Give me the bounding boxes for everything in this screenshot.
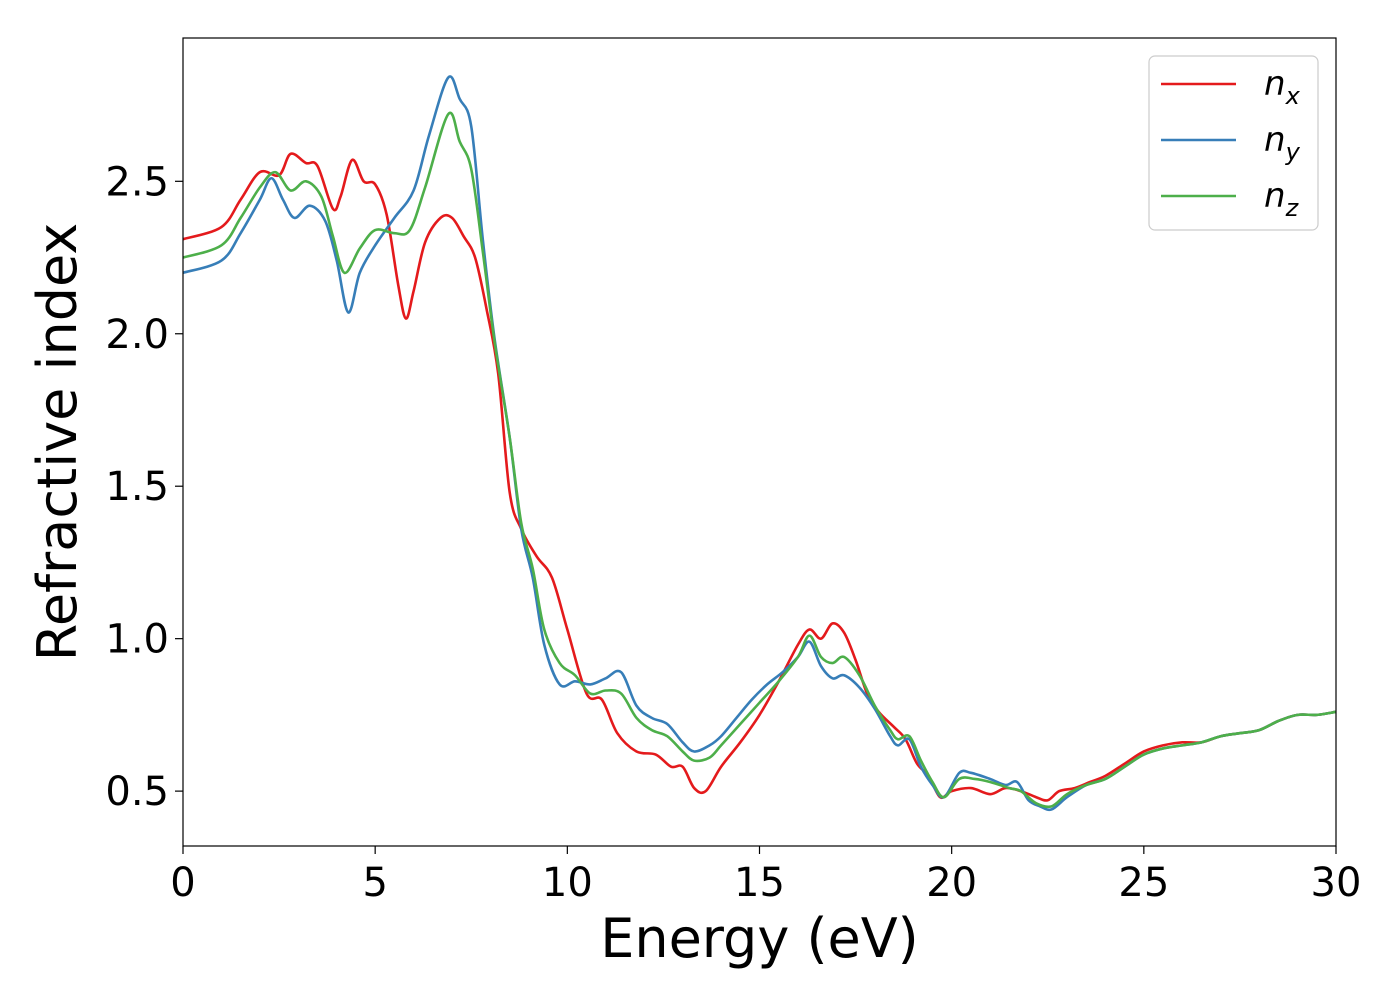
legend-label-z: nz — [1264, 176, 1300, 222]
x-tick-label: 15 — [734, 860, 785, 906]
x-axis-label: Energy (eV) — [600, 907, 919, 970]
y-tick-label: 1.0 — [105, 617, 169, 663]
x-tick-label: 0 — [170, 860, 195, 906]
series-line-n-x — [183, 152, 1336, 802]
x-tick-label: 5 — [362, 860, 387, 906]
y-tick-label: 2.5 — [105, 159, 169, 205]
y-tick-label: 0.5 — [105, 769, 169, 815]
legend-box — [1148, 55, 1319, 231]
legend-label-y: ny — [1264, 120, 1301, 166]
y-tick-label: 1.5 — [105, 464, 169, 510]
x-tick-label: 25 — [1118, 860, 1169, 906]
ticks-layer: 0 5 10 15 20 25 30 0.5 1.0 1.5 2.0 2.5 — [105, 159, 1361, 906]
legend-label-x: nx — [1264, 64, 1301, 110]
x-tick-label: 30 — [1311, 860, 1362, 906]
y-axis-label: Refractive index — [26, 223, 89, 662]
y-tick-label: 2.0 — [105, 312, 169, 358]
x-tick-label: 20 — [926, 860, 977, 906]
series-line-n-z — [183, 111, 1336, 809]
x-tick-label: 10 — [542, 860, 593, 906]
legend: nx ny nz — [1148, 55, 1319, 231]
series-layer — [183, 75, 1336, 812]
